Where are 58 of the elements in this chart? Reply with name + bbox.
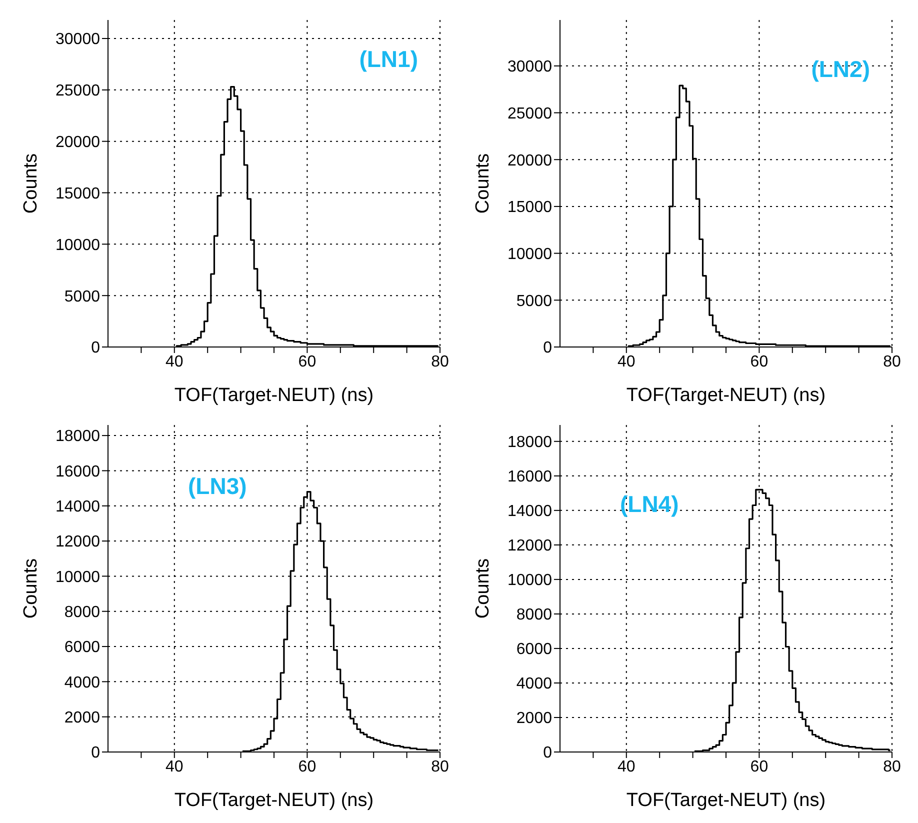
y-tick-label: 8000 — [516, 606, 552, 624]
y-tick-label: 15000 — [56, 185, 100, 202]
y-tick-label: 0 — [543, 340, 552, 357]
y-tick-label: 6000 — [64, 639, 100, 656]
y-tick-label: 6000 — [516, 641, 552, 658]
x-axis-title: TOF(Target-NEUT) (ns) — [174, 385, 374, 406]
y-tick-label: 10000 — [508, 246, 552, 263]
x-tick-label: 80 — [883, 353, 901, 370]
annotation: (LN1) — [359, 46, 418, 73]
y-tick-label: 30000 — [508, 58, 552, 76]
y-tick-label: 18000 — [508, 434, 552, 452]
y-tick-label: 0 — [543, 744, 552, 762]
y-tick-label: 2000 — [516, 710, 552, 728]
x-tick-label: 60 — [750, 353, 768, 370]
y-tick-label: 5000 — [516, 292, 552, 310]
y-tick-label: 30000 — [56, 31, 100, 48]
y-tick-label: 16000 — [508, 468, 552, 486]
x-tick-label: 80 — [431, 758, 449, 776]
y-tick-label: 0 — [91, 340, 100, 357]
x-tick-label: 40 — [166, 758, 184, 776]
y-tick-label: 25000 — [56, 82, 100, 100]
x-tick-label: 40 — [166, 353, 184, 370]
x-tick-label: 40 — [618, 353, 636, 370]
x-tick-label: 60 — [298, 758, 316, 776]
x-tick-label: 60 — [298, 353, 316, 370]
y-tick-label: 20000 — [508, 152, 552, 170]
y-axis-title: Counts — [20, 153, 42, 214]
y-axis-title: Counts — [472, 153, 494, 214]
y-tick-label: 0 — [91, 744, 100, 762]
y-tick-label: 12000 — [56, 534, 100, 551]
y-tick-label: 2000 — [64, 710, 100, 727]
x-axis-title: TOF(Target-NEUT) (ns) — [626, 790, 826, 811]
annotation: (LN4) — [620, 491, 679, 518]
y-tick-label: 18000 — [56, 428, 100, 446]
y-axis-title: Counts — [472, 558, 494, 619]
y-tick-label: 4000 — [64, 674, 100, 692]
y-tick-label: 8000 — [64, 604, 100, 622]
annotation: (LN3) — [188, 473, 247, 500]
y-tick-label: 12000 — [508, 538, 552, 555]
x-tick-label: 80 — [431, 353, 449, 370]
y-tick-label: 10000 — [56, 568, 100, 586]
y-tick-label: 14000 — [508, 503, 552, 520]
x-tick-label: 40 — [618, 758, 636, 776]
y-tick-label: 16000 — [56, 463, 100, 480]
y-tick-label: 25000 — [508, 105, 552, 122]
annotation: (LN2) — [811, 56, 870, 83]
y-tick-label: 14000 — [56, 498, 100, 516]
y-tick-label: 4000 — [516, 676, 552, 693]
y-tick-label: 15000 — [508, 199, 552, 216]
x-tick-label: 60 — [750, 758, 768, 776]
y-tick-label: 20000 — [56, 134, 100, 152]
y-axis-title: Counts — [20, 558, 42, 619]
x-axis-title: TOF(Target-NEUT) (ns) — [174, 790, 374, 811]
y-tick-label: 10000 — [508, 572, 552, 590]
x-axis-title: TOF(Target-NEUT) (ns) — [626, 385, 826, 406]
y-tick-label: 5000 — [64, 288, 100, 306]
y-tick-label: 10000 — [56, 236, 100, 254]
x-tick-label: 80 — [883, 758, 901, 776]
